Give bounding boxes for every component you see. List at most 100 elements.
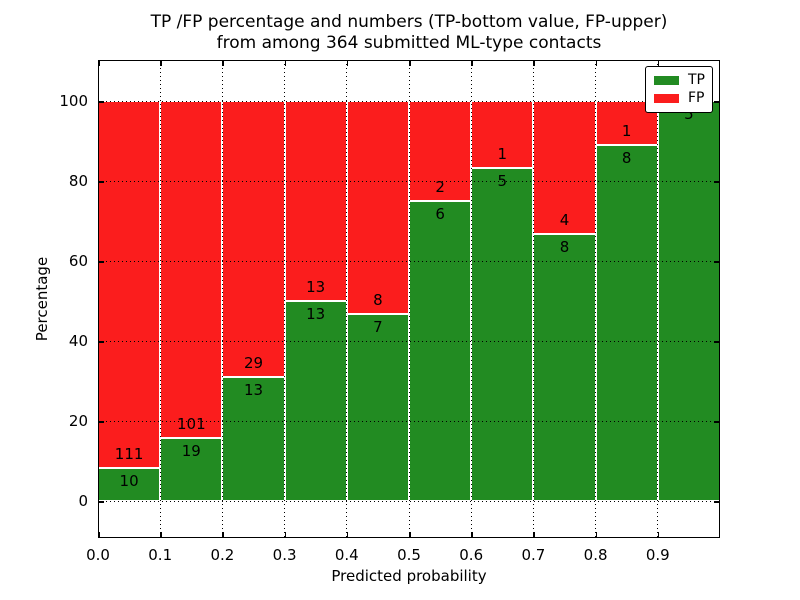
bar-segment-fp	[346, 101, 409, 315]
tick-mark	[222, 60, 224, 66]
bar-label-fp: 8	[373, 291, 383, 310]
x-tick-label: 0.6	[459, 546, 484, 564]
bar-segment-tp	[160, 437, 223, 501]
legend-label-fp: FP	[688, 90, 705, 106]
y-tick-label: 80	[68, 172, 88, 190]
fp-color-swatch	[654, 94, 679, 103]
legend-label-tp: TP	[688, 72, 705, 88]
tick-mark	[595, 532, 598, 538]
bar-segment-fp	[222, 101, 285, 378]
bar-label-fp: 1	[621, 122, 632, 141]
bar-segment-tp	[657, 101, 720, 501]
tick-mark	[98, 341, 104, 343]
x-tick-label: 0.8	[583, 546, 608, 564]
bar-label-tp: 13	[243, 381, 264, 400]
gridline-vertical	[408, 60, 410, 538]
tick-mark	[714, 181, 720, 183]
tick-mark	[98, 181, 104, 183]
gridline-vertical	[470, 60, 472, 538]
tick-mark	[714, 101, 720, 103]
tick-mark	[409, 60, 411, 66]
bar-segment-tp	[346, 314, 409, 501]
bar-label-fp: 4	[559, 211, 570, 230]
gridline-horizontal	[98, 101, 720, 102]
bar-label-fp: 1	[497, 144, 508, 163]
x-tick-label: 0.5	[397, 546, 421, 564]
bar-label-tp: 6	[435, 205, 445, 223]
tick-mark	[346, 60, 349, 66]
y-tick-label: 100	[59, 92, 88, 110]
bar-label-tp: 13	[306, 305, 326, 323]
bar-segment-tp	[222, 377, 285, 501]
gridline-vertical	[346, 60, 348, 538]
tick-mark	[714, 421, 720, 423]
x-tick-label: 0.1	[148, 546, 173, 564]
tick-mark	[222, 532, 224, 538]
x-tick-label: 0.2	[210, 546, 235, 564]
bar-label-fp: 13	[306, 278, 326, 296]
bar-segment-fp	[284, 101, 347, 301]
gridline-horizontal	[98, 341, 720, 342]
x-tick-label: 0.4	[334, 546, 359, 564]
gridline-vertical	[221, 60, 223, 538]
tick-mark	[98, 60, 100, 66]
tick-mark	[98, 101, 104, 103]
bar-segment-tp	[284, 301, 347, 501]
y-tick-label: 40	[68, 332, 88, 350]
gridline-horizontal	[98, 421, 720, 422]
tick-mark	[160, 60, 162, 66]
plot-area: 10 111 19 101 13 29 13 13 7 8 6 2 5 1 8 4 8 1 5	[98, 60, 720, 538]
tick-mark	[714, 261, 720, 263]
x-axis-label: Predicted probability	[331, 567, 487, 585]
x-tick-label: 0.0	[86, 546, 110, 564]
tick-mark	[160, 532, 162, 538]
tick-mark	[533, 532, 535, 538]
tp-color-swatch	[654, 76, 679, 85]
gridline-horizontal	[98, 501, 720, 502]
bar-label-tp: 5	[684, 105, 694, 123]
y-tick-label: 60	[68, 252, 88, 270]
tick-mark	[471, 60, 473, 66]
tick-mark	[533, 60, 535, 66]
x-tick-label: 0.9	[645, 546, 670, 564]
gridline-vertical	[284, 60, 286, 538]
gridline-vertical	[159, 60, 161, 538]
tick-mark	[657, 60, 660, 66]
tick-mark	[471, 532, 473, 538]
gridline-vertical	[657, 60, 659, 538]
chart-title-line-1: TP /FP percentage and numbers (TP-bottom…	[150, 12, 668, 32]
tick-mark	[714, 341, 720, 343]
bar-label-fp: 2	[435, 178, 445, 196]
bar-segment-tp	[409, 201, 472, 501]
tick-mark	[98, 532, 100, 538]
bar-label-fp: 111	[114, 444, 144, 463]
bar-label-tp: 8	[559, 238, 570, 257]
gridline-horizontal	[98, 261, 720, 262]
bar-label-fp: 101	[176, 414, 206, 433]
tick-mark	[346, 532, 349, 538]
y-tick-label: 0	[78, 492, 88, 510]
tick-mark	[284, 532, 287, 538]
y-tick-label: 20	[68, 412, 88, 430]
tick-mark	[284, 60, 287, 66]
bar-label-tp: 19	[181, 441, 201, 460]
bar-label-tp: 5	[497, 171, 508, 190]
bar-segment-fp	[160, 101, 223, 438]
tick-mark	[714, 501, 720, 503]
x-tick-label: 0.3	[272, 546, 297, 564]
gridline-vertical	[532, 60, 534, 538]
chart-title-line-2: from among 364 submitted ML-type contact…	[216, 33, 602, 53]
y-axis-label: Percentage	[33, 256, 51, 342]
legend-item-fp: FP	[654, 90, 705, 106]
bar-label-tp: 7	[373, 318, 383, 337]
bar-segment-tp	[98, 467, 161, 501]
bar-segment-tp	[595, 145, 658, 501]
bar-segment-tp	[471, 167, 534, 501]
tick-mark	[595, 60, 598, 66]
bar-segment-fp	[471, 101, 534, 168]
gridline-horizontal	[98, 181, 720, 182]
x-tick-label: 0.7	[521, 546, 546, 564]
tick-mark	[657, 532, 660, 538]
gridline-vertical	[595, 60, 597, 538]
